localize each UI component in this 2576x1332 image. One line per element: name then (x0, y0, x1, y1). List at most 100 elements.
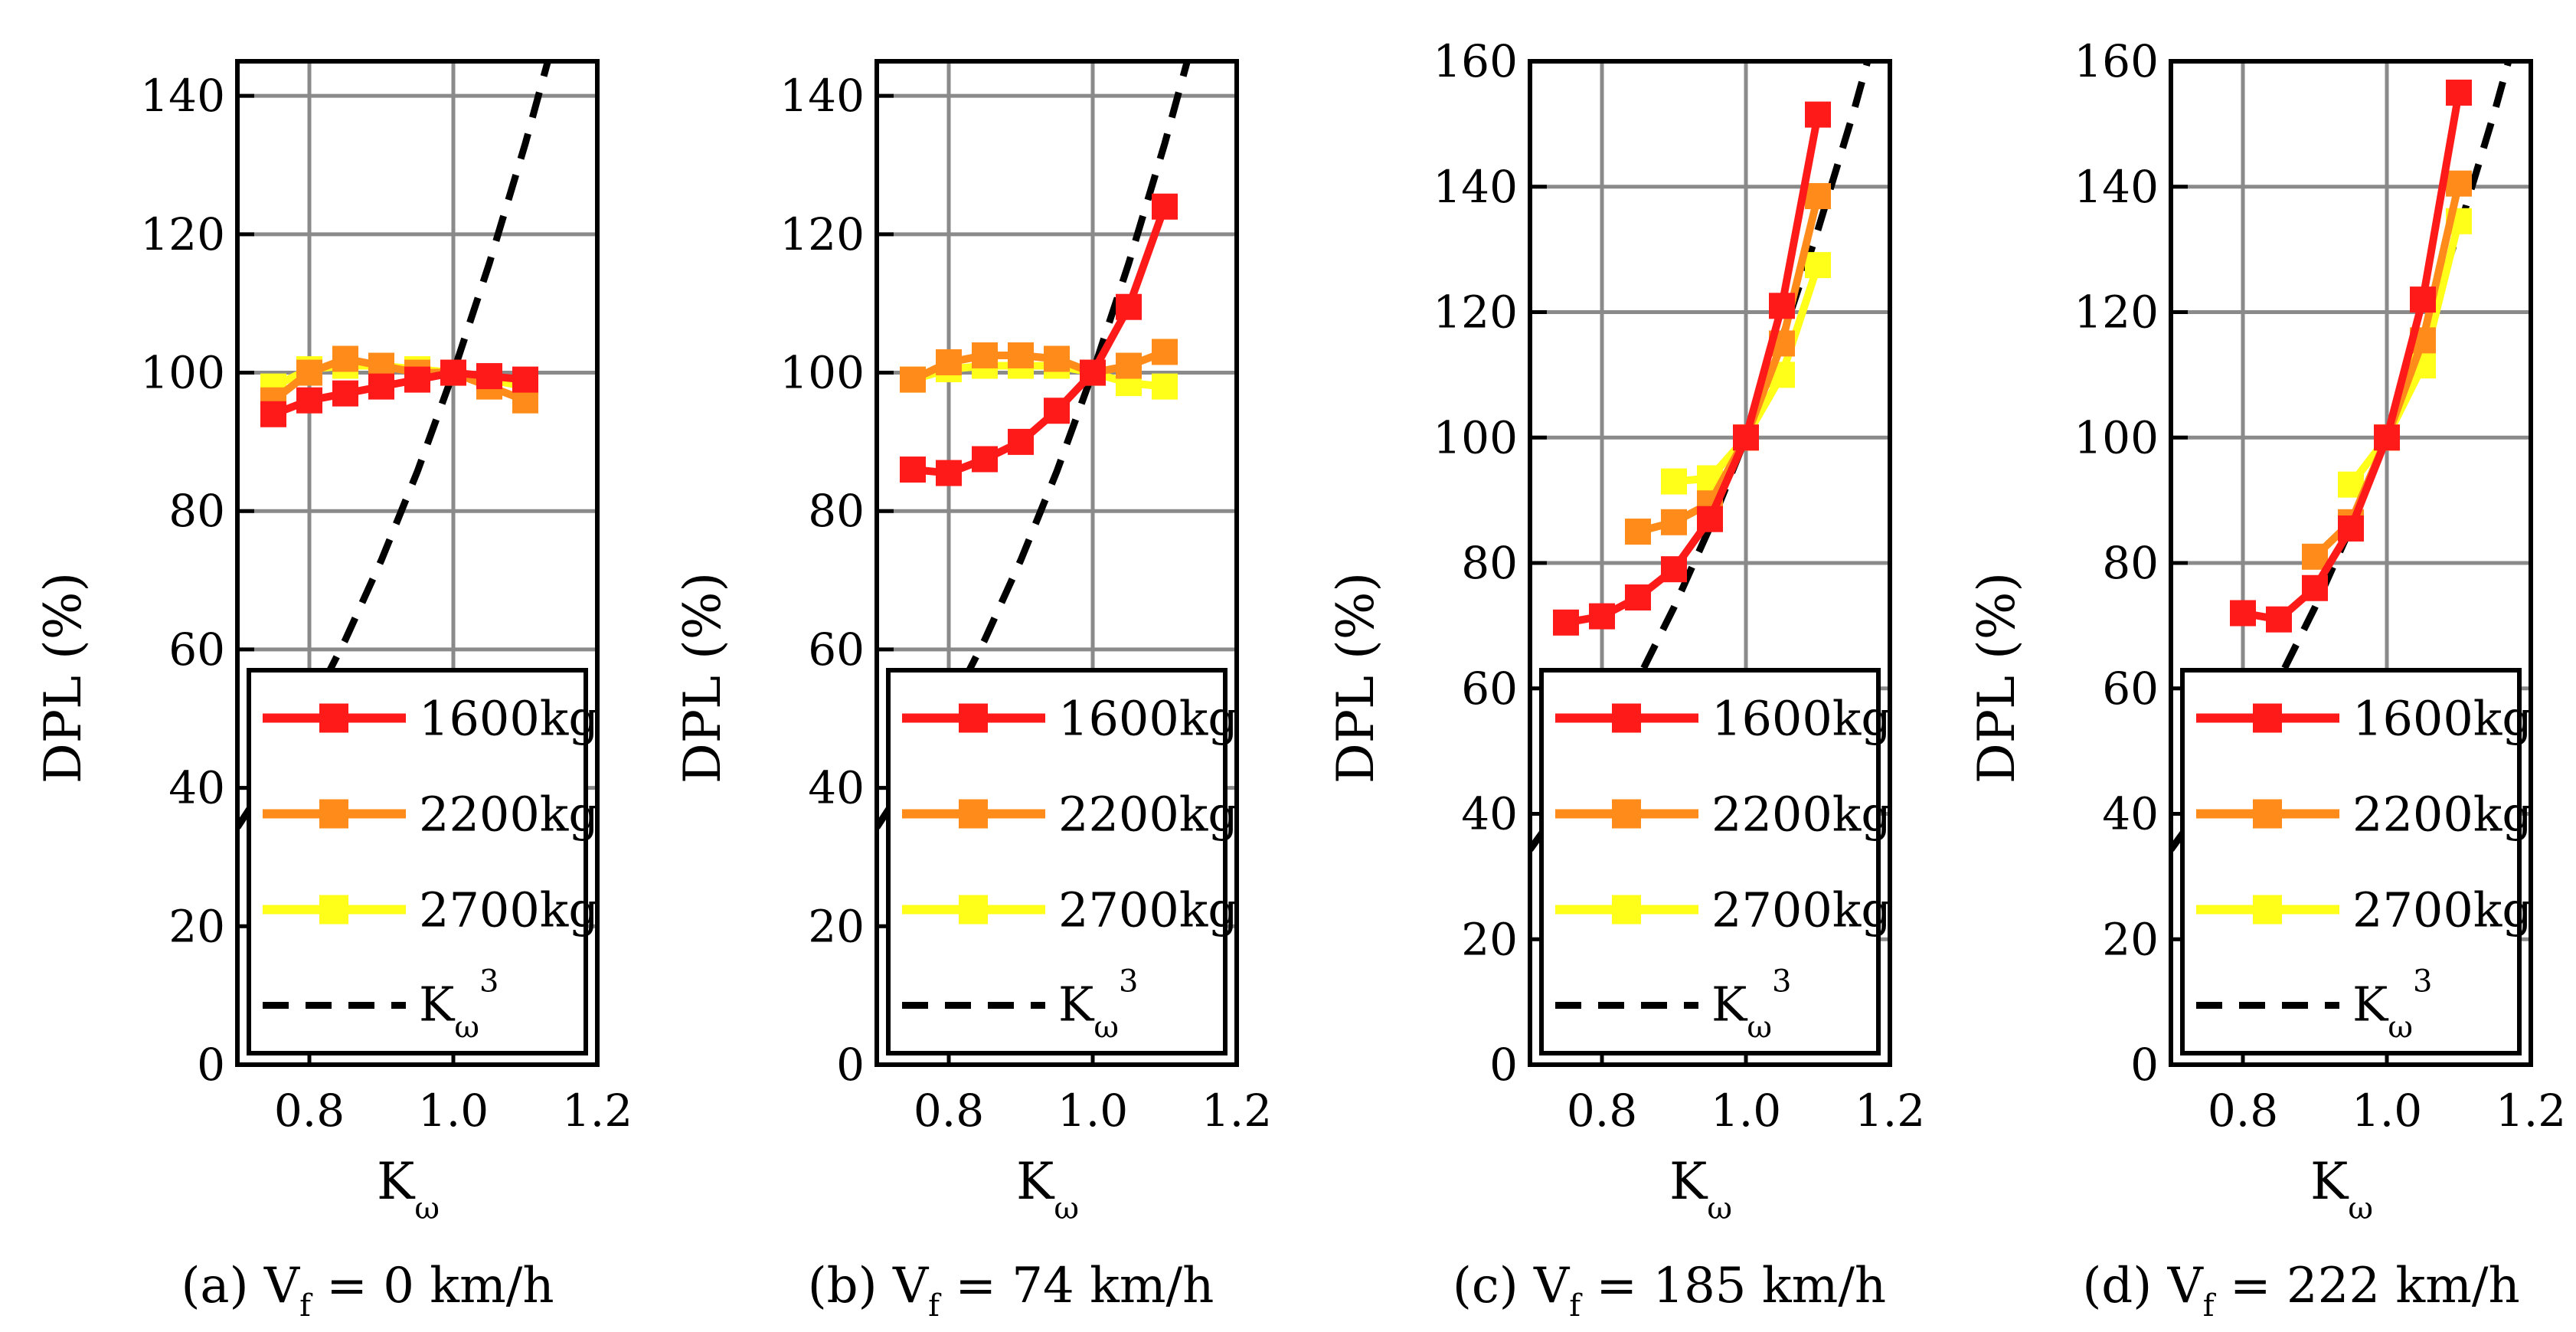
x-axis-label-main: K (2310, 1152, 2349, 1211)
legend-ref-main: K (419, 977, 456, 1033)
x-tick-label: 0.8 (274, 1085, 345, 1137)
data-point (1805, 252, 1831, 279)
x-tick-label: 1.2 (1855, 1085, 1925, 1137)
x-axis-label-main: K (377, 1152, 416, 1211)
x-axis-label-sub: ω (1054, 1191, 1079, 1226)
series-1600kg (2230, 79, 2472, 633)
y-tick-label: 120 (2074, 286, 2159, 339)
caption-prefix: (a) V (181, 1258, 300, 1314)
caption-prefix: (b) V (808, 1258, 930, 1314)
y-tick-label: 100 (780, 347, 865, 399)
data-point (900, 366, 926, 393)
legend-box (1539, 668, 1881, 1055)
data-point (1008, 342, 1034, 368)
data-point (2446, 79, 2472, 106)
y-tick-label: 20 (168, 900, 225, 952)
legend-swatch-marker (2253, 895, 2282, 925)
legend-box (2180, 668, 2522, 1055)
reference-curve-k-omega-cubed (877, 61, 1192, 830)
caption-prefix: (d) V (2082, 1258, 2204, 1314)
legend-label: 1600kg (1058, 691, 1238, 747)
legend-label-reference: Kω3 (1711, 964, 1791, 1046)
x-tick-label: 1.0 (2352, 1085, 2422, 1137)
data-point (2374, 424, 2400, 451)
x-axis-label: Kω (377, 1152, 440, 1226)
legend-ref-sub: ω (1093, 1010, 1119, 1046)
legend-label-reference: Kω3 (419, 964, 499, 1046)
data-point (1625, 584, 1651, 611)
plot-frame (874, 59, 1239, 1067)
series-1600kg (260, 359, 538, 427)
x-tick-label: 0.8 (1567, 1085, 1637, 1137)
y-tick-label: 20 (2102, 913, 2159, 965)
legend-label: 2200kg (2352, 787, 2532, 843)
y-tick-label: 20 (808, 900, 865, 952)
data-point (476, 363, 502, 390)
data-point (1152, 373, 1178, 400)
legend-swatch-marker (1612, 895, 1641, 925)
data-point (2338, 515, 2364, 542)
data-point (1661, 468, 1687, 495)
data-point (2446, 170, 2472, 197)
legend-box (247, 668, 588, 1055)
caption-sub: f (1569, 1288, 1583, 1324)
caption-suffix: = 222 km/h (2215, 1258, 2520, 1314)
data-point (2302, 543, 2328, 570)
caption-sub: f (928, 1288, 942, 1324)
legend-swatch-marker (1612, 799, 1641, 829)
x-tick-label: 0.8 (914, 1085, 984, 1137)
x-tick-label: 1.0 (1058, 1085, 1128, 1137)
panel-caption: (a) Vf = 0 km/h (181, 1258, 554, 1324)
y-tick-label: 160 (1433, 35, 1518, 87)
legend-label: 2200kg (419, 787, 599, 843)
data-point (1733, 424, 1759, 451)
data-point (368, 373, 394, 400)
y-axis-label: DPL (%) (1967, 572, 2026, 784)
y-tick-label: 120 (1433, 286, 1518, 339)
data-point (2410, 286, 2436, 313)
y-tick-label: 160 (2074, 35, 2159, 87)
data-point (972, 446, 998, 473)
legend-swatch-marker (319, 703, 348, 733)
legend-ref-main: K (1711, 977, 1748, 1033)
data-point (972, 342, 998, 368)
x-tick-label: 1.2 (562, 1085, 633, 1137)
y-axis-label: DPL (%) (34, 572, 93, 784)
data-point (1625, 519, 1651, 545)
x-axis-label-sub: ω (1707, 1191, 1732, 1226)
y-tick-label: 100 (140, 347, 225, 399)
legend-swatch-marker (959, 703, 988, 733)
data-point (936, 460, 962, 486)
x-axis-label-main: K (1669, 1152, 1708, 1211)
legend-label: 2700kg (1058, 882, 1238, 938)
y-tick-label: 60 (168, 623, 225, 676)
data-point (1661, 509, 1687, 535)
x-axis-label-sub: ω (414, 1191, 440, 1226)
panel-caption: (c) Vf = 185 km/h (1453, 1258, 1886, 1324)
y-tick-label: 60 (2102, 663, 2159, 715)
legend-ref-sub: ω (1747, 1010, 1772, 1046)
legend-label: 2700kg (1711, 882, 1891, 938)
y-tick-label: 80 (1461, 537, 1518, 589)
data-point (1152, 339, 1178, 365)
data-point (2230, 600, 2256, 627)
y-tick-label: 40 (168, 762, 225, 814)
panel-c: 0 20 40 60 80 100 120 140 160 0.8 1.0 1.2 1600kg 2200… (1326, 35, 1925, 1324)
y-tick-label: 80 (808, 485, 865, 537)
y-tick-label: 40 (1461, 788, 1518, 840)
plot-frame (235, 59, 600, 1067)
plot-frame (1528, 59, 1892, 1067)
legend-box (886, 668, 1228, 1055)
data-point (512, 366, 538, 393)
data-point (1044, 398, 1070, 424)
legend-label: 2700kg (419, 882, 599, 938)
data-point (2302, 574, 2328, 601)
data-point (1589, 603, 1615, 630)
legend-swatch-marker (319, 895, 348, 925)
panel-d: 0 20 40 60 80 100 120 140 160 0.8 1.0 1.2 1600kg 2200… (1967, 35, 2566, 1324)
y-tick-label: 120 (140, 208, 225, 260)
legend-ref-sup: 3 (479, 964, 499, 1000)
legend: 1600kg 2200kg 2700kg Kω3 (886, 668, 1238, 1055)
y-tick-label: 0 (2130, 1039, 2159, 1091)
